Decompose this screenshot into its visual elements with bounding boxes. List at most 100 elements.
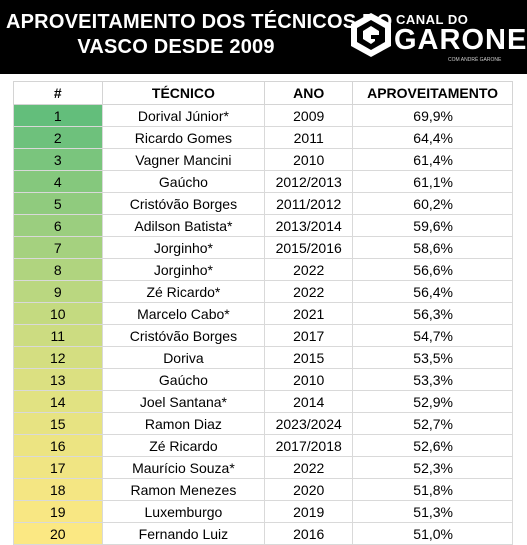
pct-cell: 56,3% (352, 302, 513, 325)
rank-cell: 7 (13, 236, 103, 259)
table-row: 4 Gaúcho 2012/2013 61,1% (13, 170, 513, 193)
page-title: APROVEITAMENTO DOS TÉCNICOS DO VASCO DES… (6, 10, 393, 60)
rank-cell: 19 (13, 500, 103, 523)
table-row: 13 Gaúcho 2010 53,3% (13, 368, 513, 391)
pct-cell: 56,6% (352, 258, 513, 281)
coach-cell: Vagner Mancini (101, 148, 266, 171)
rank-cell: 14 (13, 390, 103, 413)
table-row: 19 Luxemburgo 2019 51,3% (13, 500, 513, 523)
table-row: 14 Joel Santana* 2014 52,9% (13, 390, 513, 413)
coach-cell: Zé Ricardo (101, 434, 266, 457)
pct-cell: 56,4% (352, 280, 513, 303)
table-row: 17 Maurício Souza* 2022 52,3% (13, 456, 513, 479)
table-row: 12 Doriva 2015 53,5% (13, 346, 513, 369)
table-row: 3 Vagner Mancini 2010 61,4% (13, 148, 513, 171)
pct-cell: 58,6% (352, 236, 513, 259)
coach-cell: Fernando Luiz (101, 522, 266, 545)
year-cell: 2022 (264, 456, 354, 479)
pct-cell: 51,8% (352, 478, 513, 501)
rank-cell: 17 (13, 456, 103, 479)
pct-cell: 52,7% (352, 412, 513, 435)
pct-cell: 53,3% (352, 368, 513, 391)
header-banner: APROVEITAMENTO DOS TÉCNICOS DO VASCO DES… (0, 0, 527, 74)
rank-cell: 15 (13, 412, 103, 435)
logo-main-text: GARONE (394, 24, 527, 56)
pct-cell: 54,7% (352, 324, 513, 347)
table-row: 11 Cristóvão Borges 2017 54,7% (13, 324, 513, 347)
coach-cell: Gaúcho (101, 170, 266, 193)
canal-do-garone-logo: CANAL DO GARONE COM ANDRÉ GARONE (350, 8, 526, 66)
rank-cell: 5 (13, 192, 103, 215)
year-cell: 2020 (264, 478, 354, 501)
rank-cell: 11 (13, 324, 103, 347)
pct-cell: 52,3% (352, 456, 513, 479)
pct-cell: 53,5% (352, 346, 513, 369)
pct-cell: 64,4% (352, 126, 513, 149)
title-line-1: APROVEITAMENTO DOS TÉCNICOS DO (6, 11, 393, 33)
year-cell: 2010 (264, 148, 354, 171)
table-header-row: # TÉCNICO ANO APROVEITAMENTO (13, 81, 513, 105)
year-cell: 2023/2024 (264, 412, 354, 435)
year-cell: 2014 (264, 390, 354, 413)
pct-cell: 51,3% (352, 500, 513, 523)
column-header-pct: APROVEITAMENTO (352, 81, 513, 105)
coach-cell: Ricardo Gomes (101, 126, 266, 149)
column-header-coach: TÉCNICO (101, 81, 266, 105)
coach-cell: Dorival Júnior* (101, 104, 266, 127)
coach-cell: Joel Santana* (101, 390, 266, 413)
year-cell: 2010 (264, 368, 354, 391)
column-header-rank: # (13, 81, 103, 105)
year-cell: 2019 (264, 500, 354, 523)
column-header-year: ANO (264, 81, 354, 105)
pct-cell: 61,4% (352, 148, 513, 171)
pct-cell: 52,9% (352, 390, 513, 413)
coach-cell: Ramon Diaz (101, 412, 266, 435)
rank-cell: 1 (13, 104, 103, 127)
rank-cell: 2 (13, 126, 103, 149)
year-cell: 2012/2013 (264, 170, 354, 193)
year-cell: 2017/2018 (264, 434, 354, 457)
year-cell: 2011 (264, 126, 354, 149)
divider (0, 74, 527, 81)
coach-cell: Marcelo Cabo* (101, 302, 266, 325)
pct-cell: 60,2% (352, 192, 513, 215)
coach-cell: Zé Ricardo* (101, 280, 266, 303)
table-row: 8 Jorginho* 2022 56,6% (13, 258, 513, 281)
rank-cell: 6 (13, 214, 103, 237)
rank-cell: 12 (13, 346, 103, 369)
table-row: 16 Zé Ricardo 2017/2018 52,6% (13, 434, 513, 457)
year-cell: 2022 (264, 258, 354, 281)
table-row: 15 Ramon Diaz 2023/2024 52,7% (13, 412, 513, 435)
table-row: 20 Fernando Luiz 2016 51,0% (13, 522, 513, 545)
coach-cell: Jorginho* (101, 258, 266, 281)
table-row: 7 Jorginho* 2015/2016 58,6% (13, 236, 513, 259)
year-cell: 2022 (264, 280, 354, 303)
table-row: 6 Adilson Batista* 2013/2014 59,6% (13, 214, 513, 237)
year-cell: 2009 (264, 104, 354, 127)
table-row: 1 Dorival Júnior* 2009 69,9% (13, 104, 513, 127)
logo-top-text: CANAL DO (396, 12, 469, 27)
coach-cell: Cristóvão Borges (101, 324, 266, 347)
year-cell: 2017 (264, 324, 354, 347)
coach-cell: Ramon Menezes (101, 478, 266, 501)
year-cell: 2013/2014 (264, 214, 354, 237)
rank-cell: 9 (13, 280, 103, 303)
coach-cell: Adilson Batista* (101, 214, 266, 237)
title-line-2: VASCO DESDE 2009 (77, 36, 275, 58)
pct-cell: 61,1% (352, 170, 513, 193)
year-cell: 2021 (264, 302, 354, 325)
table-row: 18 Ramon Menezes 2020 51,8% (13, 478, 513, 501)
year-cell: 2016 (264, 522, 354, 545)
coach-cell: Doriva (101, 346, 266, 369)
rank-cell: 18 (13, 478, 103, 501)
logo-sub-text: COM ANDRÉ GARONE (448, 57, 502, 63)
year-cell: 2015/2016 (264, 236, 354, 259)
pct-cell: 52,6% (352, 434, 513, 457)
pct-cell: 69,9% (352, 104, 513, 127)
rank-cell: 16 (13, 434, 103, 457)
coach-cell: Luxemburgo (101, 500, 266, 523)
year-cell: 2011/2012 (264, 192, 354, 215)
coach-cell: Maurício Souza* (101, 456, 266, 479)
rank-cell: 20 (13, 522, 103, 545)
coach-table: # TÉCNICO ANO APROVEITAMENTO 1 Dorival Jú… (13, 81, 513, 545)
